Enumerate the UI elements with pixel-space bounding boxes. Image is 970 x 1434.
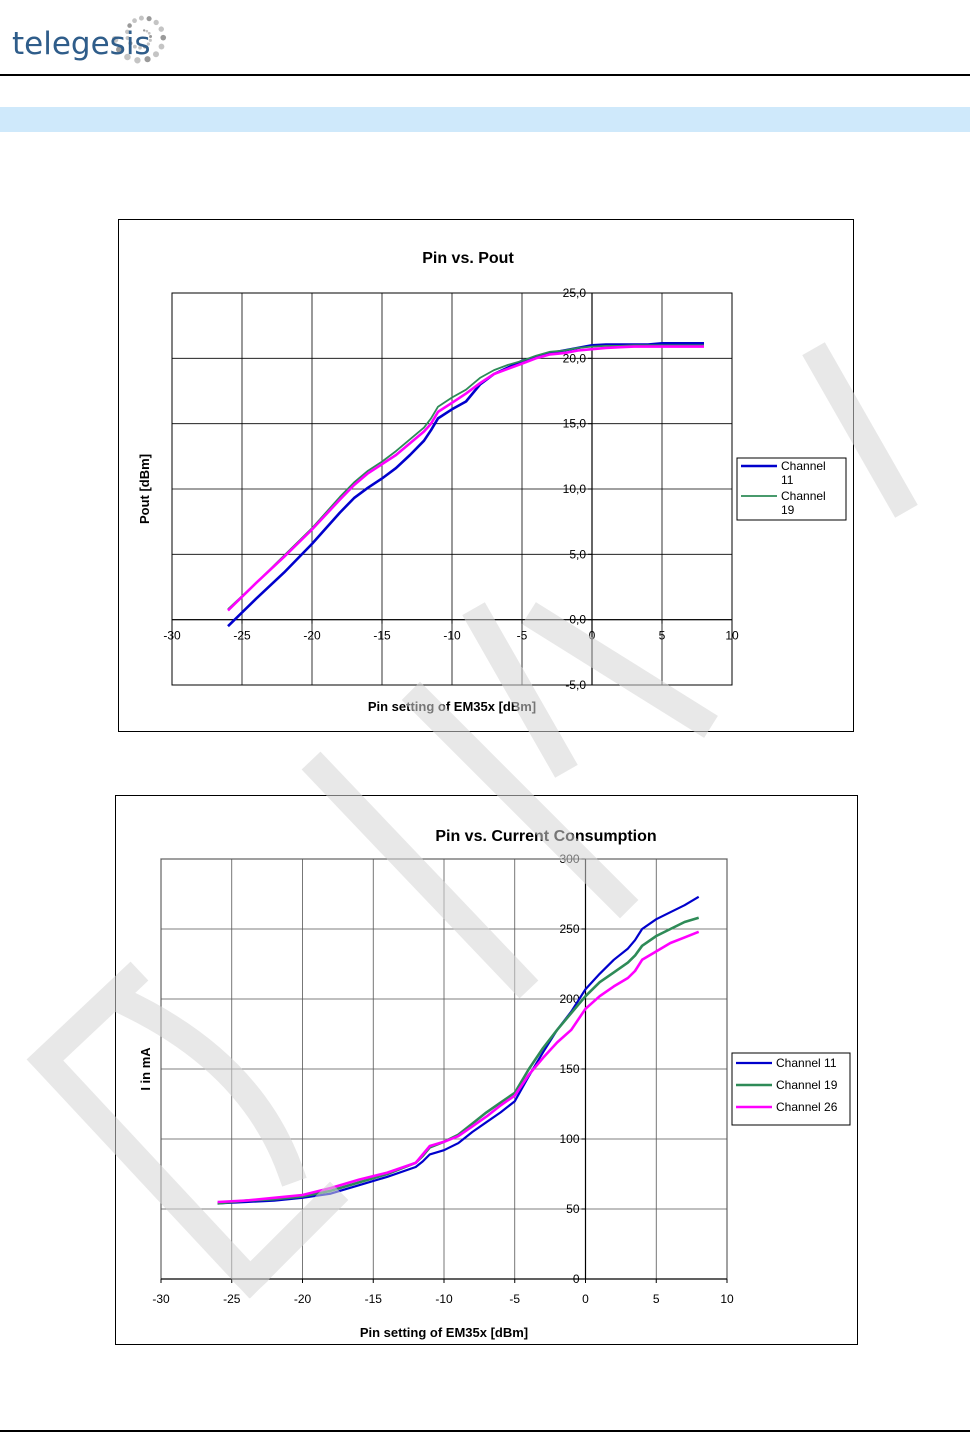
legend-label: Channel 11 [776,1056,837,1070]
page-header: telegesis [0,0,970,76]
y-tick-label: 300 [559,852,579,866]
x-tick-label: -25 [223,1292,241,1306]
x-tick-label: 0 [589,629,596,643]
legend-box [731,1052,851,1126]
y-tick-label: 100 [559,1132,579,1146]
telegesis-logo-icon [112,15,167,64]
x-tick-label: 5 [653,1292,660,1306]
footer-divider [0,1430,970,1432]
y-tick-label: 0,0 [569,613,586,627]
y-tick-label: 250 [559,922,579,936]
chart-pin-vs-pout: -30 -25 -20 -15 -10 -5 0 5 10 -5,0 0,0 5,0 10,0 15,0 2… [118,219,854,732]
series-line-channel-11 [217,895,700,1205]
logo-wordmark: telegesis [12,26,151,62]
chart-pin-vs-current-svg: -30 -25 -20 -15 -10 -5 0 5 10050100150200250300P… [138,828,851,1340]
x-tick-label: -15 [373,629,391,643]
y-tick-label: 150 [559,1062,579,1076]
y-axis-title: I in mA [138,1047,153,1091]
x-tick-label: 5 [659,629,666,643]
legend-label: 19 [781,503,795,517]
y-tick-label: 20,0 [563,351,587,365]
legend-label: Channel 26 [776,1100,838,1114]
x-tick-label: -25 [233,629,251,643]
y-tick-label: 0 [573,1272,580,1286]
series-line-channel-19 [217,916,700,1205]
x-axis-title: Pin setting of EM35x [dBm] [360,1325,528,1340]
section-band [0,107,970,132]
x-axis-title: Pin setting of EM35x [dBm] [368,699,536,714]
x-tick-label: -20 [294,1292,312,1306]
y-tick-label: 50 [566,1202,580,1216]
y-tick-label: -5,0 [565,678,586,692]
chart-pin-vs-pout-svg: -30 -25 -20 -15 -10 -5 0 5 10 -5,0 0,0 5,0 10,0 15,0 2… [137,250,847,714]
y-axis-title: Pout [dBm] [137,454,152,524]
x-tick-label: 10 [720,1292,734,1306]
chart-title: Pin vs. Current Consumption [435,828,656,845]
y-tick-label: 25,0 [563,286,587,300]
x-tick-label: -10 [443,629,461,643]
x-tick-label: 0 [582,1292,589,1306]
x-tick-label: -15 [365,1292,383,1306]
header-divider [0,74,970,76]
chart-pin-vs-current: -30 -25 -20 -15 -10 -5 0 5 10 0 50 100 150 200 250 300 P… [115,795,858,1345]
x-tick-label: -30 [163,629,181,643]
series-line-channel-26 [227,345,704,612]
y-tick-label: 10,0 [563,482,587,496]
x-tick-label: 10 [725,629,739,643]
x-tick-label: -20 [303,629,321,643]
y-tick-label: 200 [559,992,579,1006]
series-line-channel-26 [217,930,700,1204]
legend-label: Channel 19 [776,1078,838,1092]
legend-label: 11 [781,473,794,487]
y-tick-label: 15,0 [563,417,587,431]
x-tick-label: -30 [152,1292,170,1306]
x-tick-label: -5 [517,629,528,643]
x-tick-label: -10 [435,1292,453,1306]
legend-label: Channel [781,459,826,473]
chart-title: Pin vs. Pout [422,250,514,267]
legend-label: Channel [781,489,826,503]
x-tick-label: -5 [509,1292,520,1306]
y-tick-label: 5,0 [569,547,586,561]
